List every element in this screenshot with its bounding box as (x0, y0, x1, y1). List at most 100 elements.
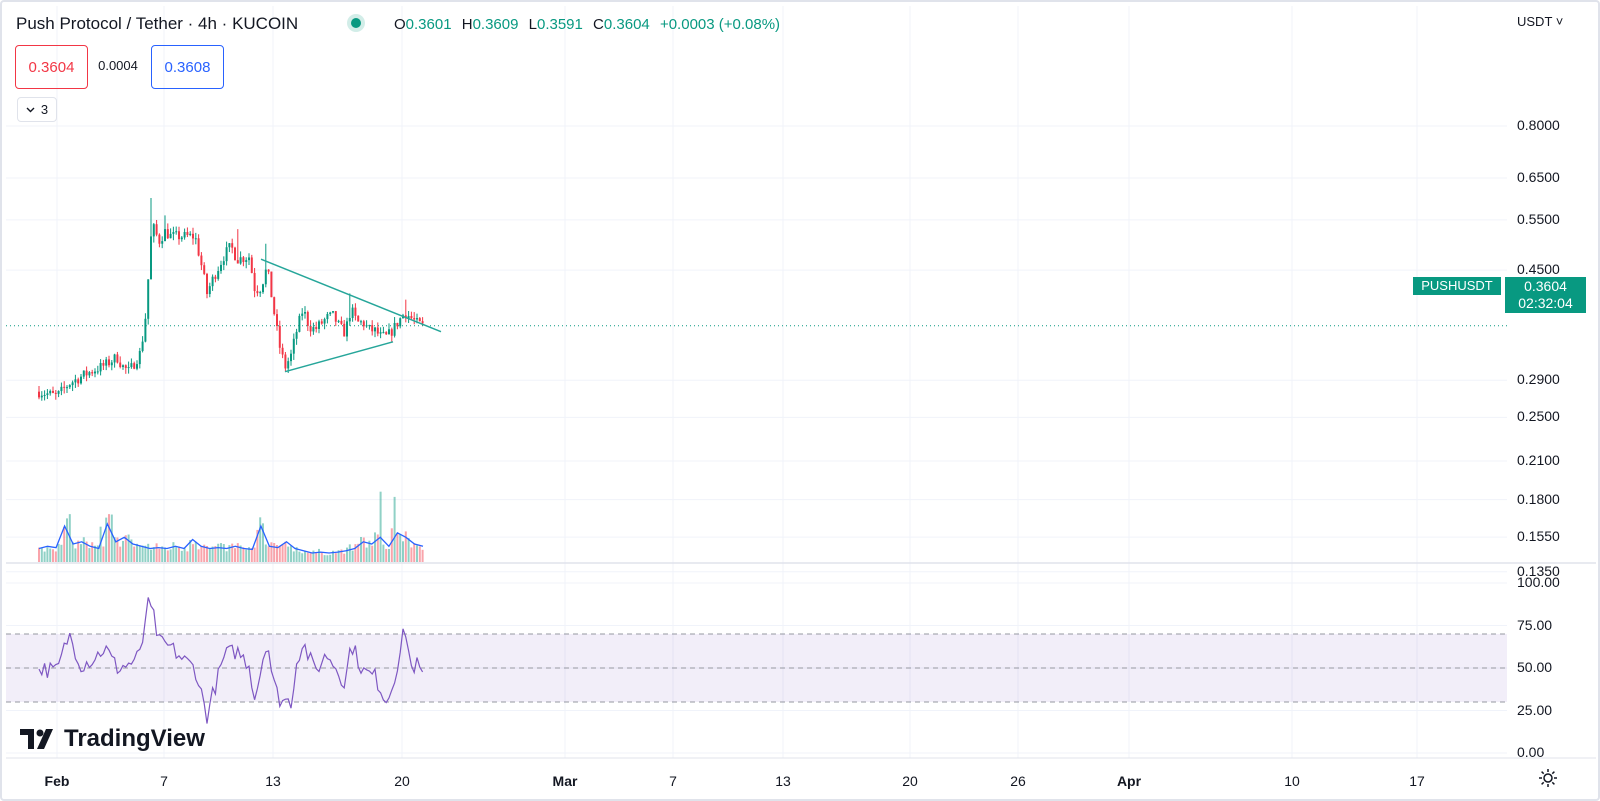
volume-bar (178, 546, 180, 562)
candle-body (418, 318, 421, 322)
volume-bar (208, 548, 211, 562)
volume-bar (290, 545, 292, 562)
candle-body (175, 231, 178, 233)
rsi-axis-label: 50.00 (1517, 659, 1553, 675)
volume-bar (407, 538, 410, 562)
volume-bar (393, 496, 396, 562)
candle-body (172, 232, 175, 234)
volume-ma-line (38, 522, 424, 554)
candle-body (164, 229, 166, 242)
volume-bar (348, 544, 351, 562)
volume-bar (402, 541, 404, 562)
candle-body (68, 385, 71, 388)
volume-bar (172, 542, 175, 562)
volume-bar (382, 544, 385, 562)
volume-bar (105, 517, 108, 562)
buy-price-button[interactable]: 0.3608 (151, 45, 224, 89)
volume-bar (127, 534, 130, 562)
ohlc-change: +0.0003 (+0.08%) (659, 16, 781, 33)
candle-body (413, 318, 416, 320)
volume-bar (278, 546, 281, 562)
volume-bar (376, 534, 379, 562)
volume-bar (217, 543, 220, 562)
candle-body (348, 318, 351, 322)
ohlc-high-value: 0.3609 (472, 16, 519, 33)
candle-body (371, 325, 374, 332)
candle-body (304, 312, 306, 314)
candle-body (242, 257, 245, 262)
volume-bar (295, 547, 298, 562)
volume-bar (231, 543, 234, 562)
tradingview-logo-text: TradingView (64, 725, 205, 752)
volume-bar (66, 518, 68, 562)
volume-bar (264, 544, 267, 562)
volume-bar (130, 539, 133, 562)
ohlc-low-value: 0.3591 (536, 16, 583, 33)
volume-bar (211, 546, 214, 562)
candle-body (96, 371, 99, 373)
sell-price-button[interactable]: 0.3604 (15, 45, 88, 89)
volume-bar (236, 543, 239, 562)
price-axis-label: 0.8000 (1517, 116, 1560, 133)
time-axis-label: 20 (394, 773, 410, 789)
tradingview-logo[interactable]: TradingView (20, 725, 205, 753)
rsi-axis-label: 0.00 (1517, 744, 1545, 760)
symbol-title[interactable]: Push Protocol / Tether · 4h · KUCOIN (16, 14, 299, 33)
time-axis-label: Apr (1116, 773, 1142, 789)
candle-body (231, 243, 234, 248)
candle-body (334, 311, 337, 322)
candle-body (194, 238, 197, 240)
currency-label: USDT (1517, 14, 1553, 29)
volume-bar (169, 549, 172, 562)
candle-body (323, 319, 326, 324)
candle-body (354, 307, 357, 316)
volume-bar (318, 548, 320, 562)
volume-bar (194, 541, 197, 562)
candle-body (332, 311, 334, 313)
volume-bar (332, 550, 334, 562)
volume-bar (250, 548, 253, 562)
volume-bar (141, 545, 144, 562)
volume-bar (94, 545, 96, 562)
candle-body (52, 390, 54, 393)
candle-body (295, 331, 298, 339)
volume-bar (312, 550, 315, 562)
candle-body (290, 353, 292, 362)
candle-body (225, 247, 228, 262)
candle-body (267, 269, 270, 272)
indicators-collapse-button[interactable]: 3 (17, 97, 57, 122)
volume-bar (320, 552, 323, 562)
rsi-axis-label: 75.00 (1517, 616, 1553, 633)
price-axis-label: 0.6500 (1517, 169, 1560, 185)
volume-bar (82, 537, 85, 562)
candle-body (203, 265, 206, 274)
candle-body (88, 372, 91, 376)
volume-bar (96, 545, 99, 562)
volume-bar (360, 536, 362, 562)
volume-bar (346, 547, 348, 562)
candle-body (236, 260, 239, 264)
candle-body (155, 224, 158, 235)
candle-body (214, 276, 217, 279)
settings-gear-icon[interactable] (1538, 768, 1558, 788)
candle-body (144, 318, 147, 342)
volume-bar (368, 540, 371, 562)
currency-selector[interactable]: USDT ˅ (1517, 14, 1563, 29)
volume-bar (150, 549, 152, 562)
candle-body (211, 276, 214, 287)
candle-body (262, 284, 264, 293)
candle-body (206, 273, 208, 295)
trendline-upper (260, 258, 442, 333)
time-axis-label: 13 (265, 773, 281, 789)
volume-bar (418, 546, 421, 562)
ohlc-close-label: C (593, 16, 604, 33)
volume-bar (155, 543, 158, 562)
candle-body (186, 232, 189, 235)
volume-bar (334, 553, 337, 562)
volume-bar (284, 541, 287, 562)
volume-bar (256, 529, 259, 562)
candle-body (57, 391, 60, 394)
volume-bar (40, 548, 43, 562)
candle-body (94, 371, 96, 374)
